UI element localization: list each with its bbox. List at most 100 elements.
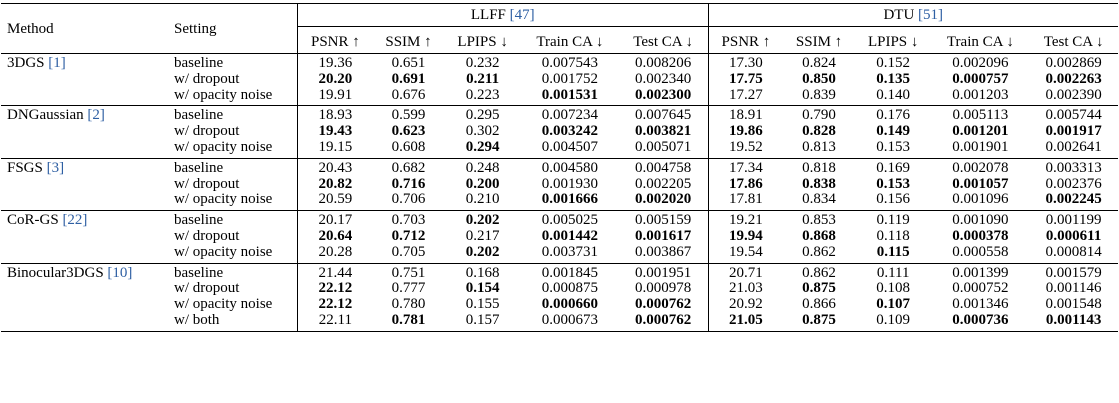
dtu-value-cell: 17.27 bbox=[707, 87, 784, 106]
method-cite: [3] bbox=[46, 159, 65, 176]
dtu-value-cell: 17.75 bbox=[707, 71, 784, 88]
llff-value-cell: 20.64 bbox=[296, 228, 373, 245]
llff-value-cell: 22.12 bbox=[296, 281, 373, 298]
method-name: CoR-GS bbox=[7, 212, 59, 229]
dtu-value-cell: 0.001199 bbox=[1029, 210, 1118, 229]
dtu-value-cell: 0.001201 bbox=[952, 123, 1009, 140]
llff-value-cell: 0.295 bbox=[444, 105, 521, 125]
dtu-value-cell: 0.153 bbox=[876, 175, 911, 192]
dtu-metric-header: PSNR ↑ bbox=[707, 26, 784, 54]
dtu-value-cell: 0.001143 bbox=[1029, 312, 1118, 332]
header-group-row: Method Setting LLFF [47] DTU [51] bbox=[1, 3, 1118, 54]
dtu-value-cell: 0.119 bbox=[854, 210, 932, 229]
dtu-value-cell: 17.30 bbox=[707, 52, 784, 72]
dtu-value-cell: 0.868 bbox=[802, 227, 836, 244]
setting-cell: w/ opacity noise bbox=[174, 86, 273, 103]
llff-value-cell: 0.003867 bbox=[635, 243, 692, 260]
llff-value-cell: 0.777 bbox=[391, 280, 426, 297]
llff-name: LLFF bbox=[470, 7, 506, 23]
method-cell: Binocular3DGS [10] bbox=[1, 262, 169, 282]
dtu-value-cell: 17.34 bbox=[707, 157, 784, 177]
method-cell: 3DGS [1] bbox=[1, 52, 169, 72]
llff-value-cell: 19.91 bbox=[296, 87, 373, 106]
method-cite: [10] bbox=[107, 264, 133, 281]
method-cell bbox=[1, 88, 169, 106]
dtu-value-cell: 0.818 bbox=[783, 157, 855, 177]
llff-value-cell: 0.001442 bbox=[541, 227, 598, 244]
dtu-value-cell: 0.862 bbox=[802, 243, 836, 260]
llff-value-cell: 0.751 bbox=[372, 262, 445, 282]
method-cite: [1] bbox=[48, 55, 66, 71]
llff-value-cell: 21.44 bbox=[296, 262, 373, 282]
llff-value-cell: 0.248 bbox=[444, 157, 521, 177]
llff-value-cell: 19.36 bbox=[296, 52, 373, 72]
llff-value-cell: 0.000978 bbox=[635, 280, 692, 297]
table-row: w/ opacity noise 20.59 0.706 0.210 0.001666 0… bbox=[1, 191, 1118, 211]
llff-value-cell: 0.682 bbox=[372, 157, 445, 177]
dtu-value-cell: 0.002376 bbox=[1045, 175, 1102, 192]
dtu-metric-header: LPIPS ↓ bbox=[867, 34, 919, 50]
setting-cell: w/ dropout bbox=[174, 175, 240, 192]
llff-value-cell: 20.17 bbox=[296, 210, 373, 229]
table-row: w/ dropout 22.12 0.777 0.154 0.000875 0.00097… bbox=[1, 280, 1118, 298]
dtu-value-cell: 0.001548 bbox=[1045, 296, 1102, 313]
dtu-value-cell: 0.000558 bbox=[952, 243, 1009, 260]
llff-value-cell: 0.302 bbox=[465, 123, 500, 140]
setting-cell: w/ dropout bbox=[174, 227, 240, 244]
llff-value-cell: 0.001617 bbox=[635, 227, 692, 244]
llff-value-cell: 22.12 bbox=[296, 296, 373, 313]
llff-metric-header: PSNR ↑ bbox=[296, 26, 373, 54]
dtu-value-cell: 0.002263 bbox=[1045, 70, 1102, 87]
dtu-value-cell: 19.86 bbox=[707, 123, 784, 140]
dtu-value-cell: 0.169 bbox=[854, 157, 932, 177]
dtu-value-cell: 0.828 bbox=[802, 123, 836, 140]
dtu-value-cell: 0.001901 bbox=[952, 138, 1009, 155]
llff-metric-header: LPIPS ↓ bbox=[457, 34, 508, 50]
llff-value-cell: 0.780 bbox=[391, 296, 426, 313]
llff-value-cell: 0.004580 bbox=[521, 157, 619, 177]
dtu-value-cell: 19.94 bbox=[707, 228, 784, 245]
dtu-value-cell: 0.005113 bbox=[931, 105, 1030, 125]
method-cell: DNGaussian [2] bbox=[1, 105, 169, 125]
method-name: 3DGS bbox=[7, 55, 45, 71]
llff-value-cell: 0.000660 bbox=[541, 296, 598, 313]
dtu-value-cell: 0.862 bbox=[783, 262, 855, 282]
llff-value-cell: 0.002340 bbox=[635, 70, 692, 87]
dtu-value-cell: 0.000752 bbox=[952, 280, 1009, 297]
method-cell bbox=[1, 297, 169, 313]
dtu-group-header: DTU [51] bbox=[707, 3, 1118, 27]
dtu-value-cell: 21.03 bbox=[707, 281, 784, 298]
dtu-value-cell: 19.54 bbox=[707, 244, 784, 264]
llff-value-cell: 0.608 bbox=[391, 138, 426, 155]
method-name: FSGS bbox=[7, 159, 43, 176]
llff-value-cell: 19.15 bbox=[296, 139, 373, 159]
llff-value-cell: 0.691 bbox=[391, 70, 426, 87]
dtu-value-cell: 0.003313 bbox=[1029, 157, 1118, 177]
setting-cell: baseline bbox=[169, 210, 298, 229]
llff-value-cell: 0.000762 bbox=[618, 312, 709, 332]
table-row: CoR-GS [22] baseline 20.17 0.703 0.202 0.0050… bbox=[1, 210, 1118, 229]
setting-cell: w/ dropout bbox=[174, 70, 240, 87]
method-cell bbox=[1, 72, 169, 88]
llff-value-cell: 0.007645 bbox=[618, 105, 709, 125]
dtu-value-cell: 0.002078 bbox=[931, 157, 1030, 177]
method-cell bbox=[1, 124, 169, 140]
dtu-value-cell: 0.850 bbox=[802, 70, 836, 87]
dtu-value-cell: 0.866 bbox=[802, 296, 836, 313]
llff-value-cell: 0.168 bbox=[444, 262, 521, 282]
llff-value-cell: 0.005071 bbox=[635, 138, 692, 155]
method-cell bbox=[1, 177, 169, 193]
dtu-value-cell: 0.834 bbox=[802, 191, 836, 208]
setting-cell: w/ opacity noise bbox=[174, 296, 273, 313]
llff-value-cell: 0.005159 bbox=[618, 210, 709, 229]
dtu-value-cell: 0.001146 bbox=[1045, 280, 1102, 297]
table-row: w/ opacity noise 20.28 0.705 0.202 0.003731 0… bbox=[1, 243, 1118, 264]
method-name: Binocular3DGS bbox=[7, 264, 104, 281]
dtu-value-cell: 0.002096 bbox=[931, 52, 1030, 72]
llff-value-cell: 0.005025 bbox=[521, 210, 619, 229]
llff-value-cell: 0.000673 bbox=[521, 312, 619, 332]
dtu-value-cell: 0.824 bbox=[783, 52, 855, 72]
method-cell bbox=[1, 192, 169, 210]
table-row: w/ both 22.11 0.781 0.157 0.000673 0.000762 21… bbox=[1, 312, 1118, 332]
llff-value-cell: 0.008206 bbox=[618, 52, 709, 72]
